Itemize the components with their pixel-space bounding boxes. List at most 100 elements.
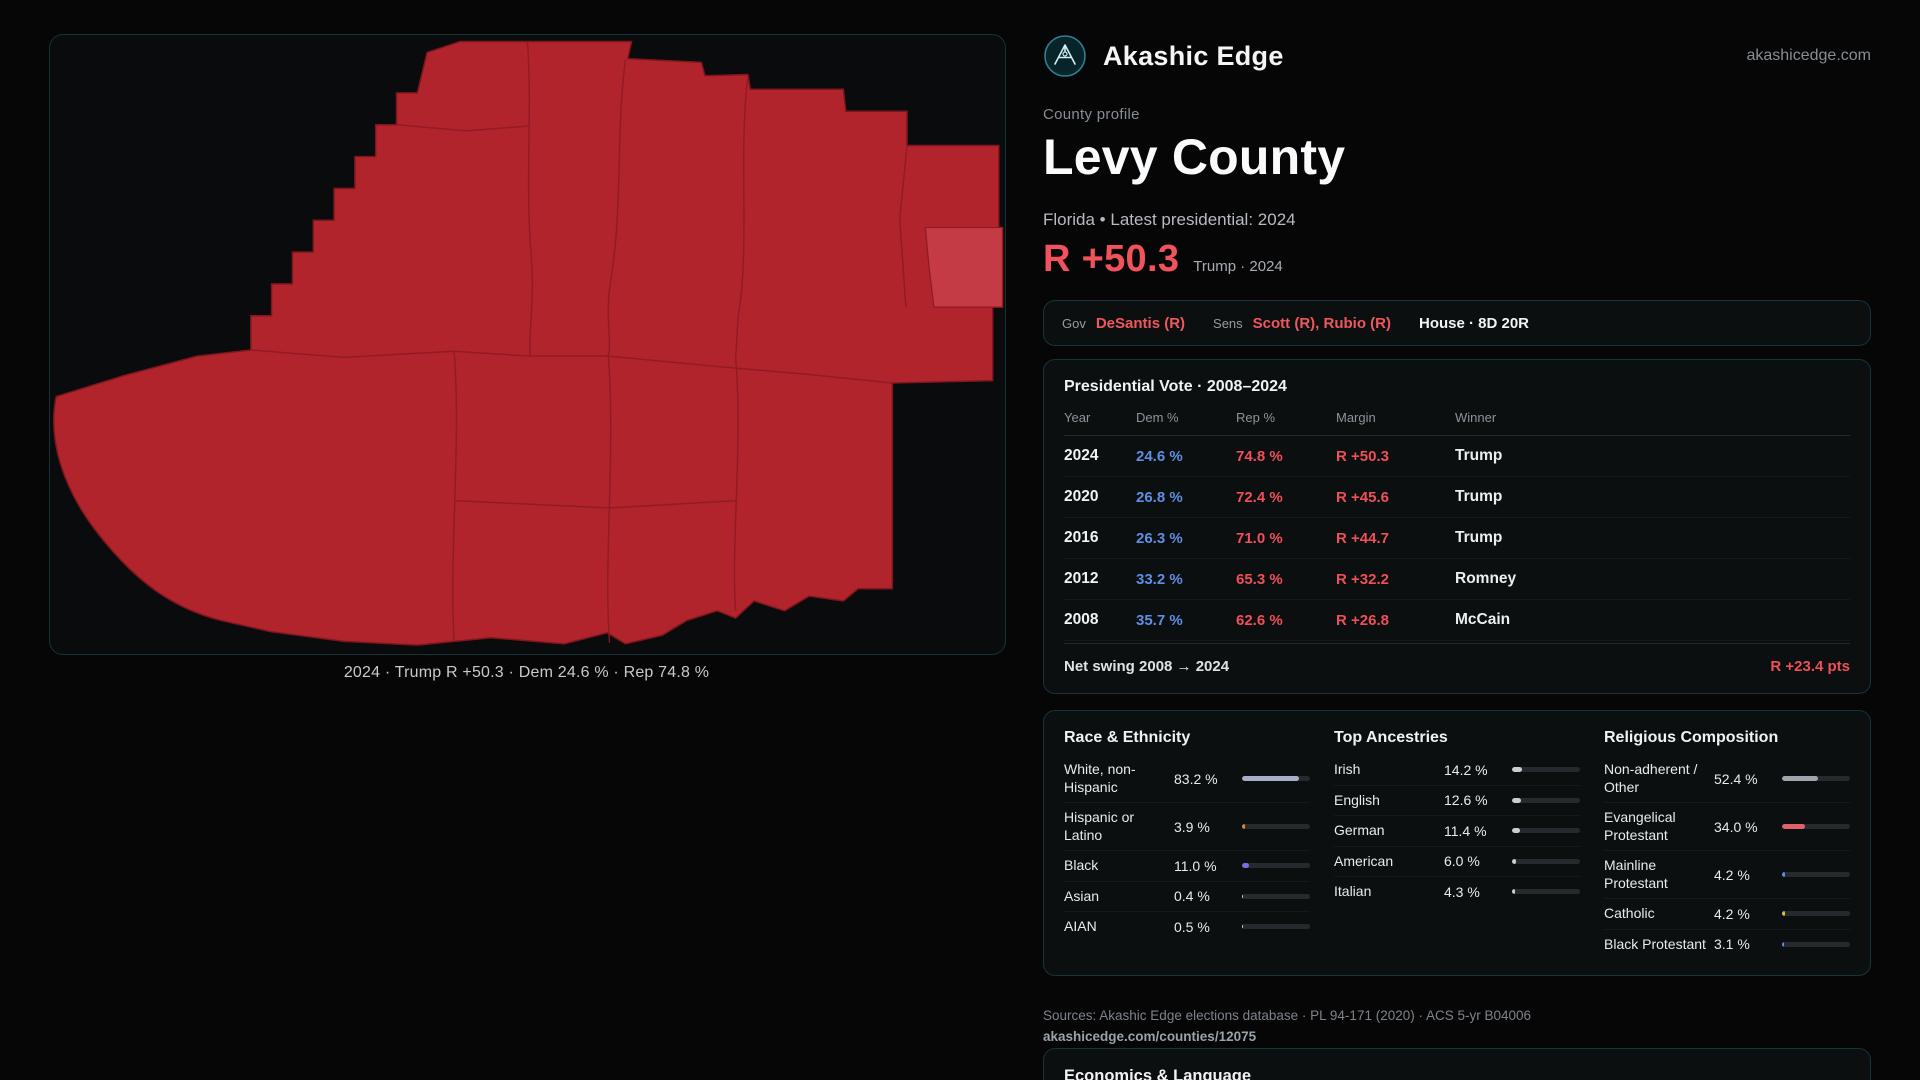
race-ethnicity-column: Race & Ethnicity White, non-Hispanic 83.…	[1064, 729, 1310, 959]
stat-bar	[1512, 858, 1580, 864]
stat-label: AIAN	[1064, 918, 1097, 934]
stat-bar	[1512, 889, 1580, 895]
presidential-card-title: Presidential Vote · 2008–2024	[1064, 378, 1287, 395]
stat-row: Italian 4.3 %	[1334, 877, 1580, 907]
stat-label: White, non-Hispanic	[1064, 761, 1136, 795]
stat-row: Mainline Protestant 4.2 %	[1604, 851, 1850, 899]
stat-bar	[1242, 824, 1310, 829]
stat-label: German	[1334, 822, 1385, 838]
stat-value: 0.4 %	[1174, 888, 1210, 905]
religion-title: Religious Composition	[1604, 729, 1779, 746]
stat-label: English	[1334, 791, 1380, 808]
cell-margin: R +26.8	[1336, 611, 1389, 629]
brand-home-link[interactable]: Akashic Edge	[1043, 34, 1284, 78]
brand-logo-icon	[1044, 35, 1086, 77]
net-swing-row: Net swing 2008 → 2024 R +23.4 pts	[1064, 643, 1850, 675]
stat-label: Evangelical Protestant	[1604, 809, 1676, 843]
sens-value: Scott (R), Rubio (R)	[1252, 314, 1391, 332]
stat-bar	[1242, 863, 1310, 869]
stat-bar	[1782, 941, 1850, 947]
stat-bar	[1242, 924, 1310, 930]
margin-value: R +50.3	[1043, 238, 1180, 280]
page-eyebrow: County profile	[1043, 106, 1140, 123]
map-caption: 2024 · Trump R +50.3 · Dem 24.6 % · Rep …	[343, 664, 710, 681]
stat-label: Black	[1064, 857, 1099, 873]
stat-row: White, non-Hispanic 83.2 %	[1064, 755, 1310, 803]
sens-label: Sens	[1213, 315, 1243, 331]
stat-label: Hispanic or Latino	[1064, 809, 1135, 843]
stat-bar	[1512, 767, 1580, 773]
stat-bar	[1242, 893, 1310, 899]
stat-bar	[1782, 776, 1850, 781]
col-dem: Dem %	[1136, 410, 1179, 425]
stat-label: Catholic	[1604, 905, 1655, 921]
stat-row: Evangelical Protestant 34.0 %	[1604, 803, 1850, 851]
table-row: 2020 26.8 % 72.4 % R +45.6 Trump	[1064, 477, 1850, 518]
cell-winner: Romney	[1455, 570, 1517, 587]
economics-language-card: Economics & Language	[1043, 1048, 1871, 1080]
stat-bar	[1782, 824, 1850, 829]
cell-year: 2020	[1064, 488, 1099, 505]
cell-margin: R +44.7	[1336, 529, 1389, 547]
stat-label: Mainline Protestant	[1604, 857, 1668, 891]
demographics-card: Race & Ethnicity White, non-Hispanic 83.…	[1043, 710, 1871, 976]
cell-margin: R +50.3	[1336, 447, 1389, 465]
cell-rep: 74.8 %	[1236, 447, 1283, 465]
house-delegation: House · 8D 20R	[1418, 314, 1530, 332]
header: Akashic Edge akashicedge.com	[1043, 34, 1871, 78]
gov-value: DeSantis (R)	[1095, 314, 1186, 332]
county-subregion[interactable]	[924, 226, 1004, 308]
cell-winner: McCain	[1455, 611, 1511, 628]
stat-value: 52.4 %	[1714, 770, 1758, 787]
stat-label: Asian	[1064, 887, 1100, 904]
net-swing-value: R +23.4 pts	[1770, 658, 1850, 675]
profile-column: Akashic Edge akashicedge.com County prof…	[1043, 0, 1871, 1080]
stat-value: 34.0 %	[1714, 818, 1758, 835]
county-permalink[interactable]: akashicedge.com/counties/12075	[1043, 1028, 1257, 1044]
stat-bar	[1782, 911, 1850, 917]
stat-row: Black Protestant 3.1 %	[1604, 930, 1850, 960]
ancestries-column: Top Ancestries Irish 14.2 % English 12.6…	[1334, 729, 1580, 959]
cell-year: 2024	[1064, 447, 1099, 464]
county-map[interactable]	[50, 35, 1005, 654]
stat-row: AIAN 0.5 %	[1064, 912, 1310, 942]
race-ethnicity-title: Race & Ethnicity	[1064, 729, 1191, 746]
stat-value: 3.9 %	[1174, 818, 1210, 835]
cell-winner: Trump	[1455, 447, 1503, 464]
page-subtitle: Florida • Latest presidential: 2024	[1043, 210, 1296, 229]
stat-value: 83.2 %	[1174, 770, 1218, 787]
page-title: Levy County	[1043, 129, 1346, 185]
officials-bar: Gov DeSantis (R) Sens Scott (R), Rubio (…	[1043, 300, 1871, 346]
cell-winner: Trump	[1455, 488, 1503, 505]
cell-rep: 71.0 %	[1236, 529, 1283, 547]
precinct-boundaries	[250, 42, 908, 643]
margin-context: Trump · 2024	[1193, 258, 1283, 275]
sources-block: Sources: Akashic Edge elections database…	[1043, 1006, 1871, 1048]
stat-value: 14.2 %	[1444, 761, 1488, 778]
stat-label: Italian	[1334, 883, 1372, 899]
county-shape[interactable]	[53, 40, 1004, 646]
stat-value: 12.6 %	[1444, 792, 1488, 809]
table-row: 2024 24.6 % 74.8 % R +50.3 Trump	[1064, 436, 1850, 477]
table-row: 2008 35.7 % 62.6 % R +26.8 McCain	[1064, 600, 1850, 641]
site-domain-link[interactable]: akashicedge.com	[1746, 47, 1871, 64]
stat-value: 4.2 %	[1714, 905, 1750, 922]
stat-row: Non-adherent / Other 52.4 %	[1604, 755, 1850, 803]
stat-bar	[1512, 797, 1580, 803]
ancestries-title: Top Ancestries	[1334, 729, 1448, 746]
stat-bar	[1782, 872, 1850, 877]
stat-value: 0.5 %	[1174, 918, 1210, 935]
headline-margin: R +50.3 Trump · 2024	[1043, 238, 1871, 281]
stat-value: 11.0 %	[1174, 857, 1217, 874]
stat-value: 4.2 %	[1714, 866, 1750, 883]
stat-row: English 12.6 %	[1334, 786, 1580, 816]
cell-dem: 26.3 %	[1136, 529, 1183, 547]
cell-dem: 26.8 %	[1136, 488, 1183, 506]
table-header-row: Year Dem % Rep % Margin Winner	[1064, 410, 1850, 436]
presidential-vote-card: Presidential Vote · 2008–2024 Year Dem %…	[1043, 359, 1871, 694]
stat-bar	[1242, 776, 1310, 781]
cell-dem: 24.6 %	[1136, 447, 1183, 465]
cell-rep: 65.3 %	[1236, 570, 1283, 588]
cell-rep: 62.6 %	[1236, 611, 1283, 629]
